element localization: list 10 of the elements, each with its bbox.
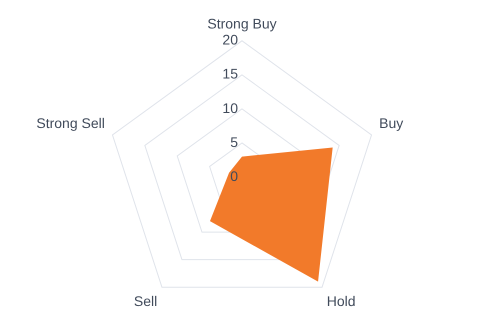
y-tick-label: 0 [230, 168, 238, 184]
y-tick-label: 20 [222, 32, 238, 48]
spoke-label: Hold [326, 292, 356, 309]
spoke-label: Strong Sell [36, 114, 105, 131]
y-tick-label: 10 [222, 100, 238, 116]
y-tick-label: 5 [230, 134, 238, 150]
spoke-label: Sell [134, 292, 158, 309]
y-tick-label: 15 [222, 66, 238, 82]
spoke-label: Buy [379, 114, 404, 131]
spoke-label: Strong Buy [207, 15, 277, 32]
